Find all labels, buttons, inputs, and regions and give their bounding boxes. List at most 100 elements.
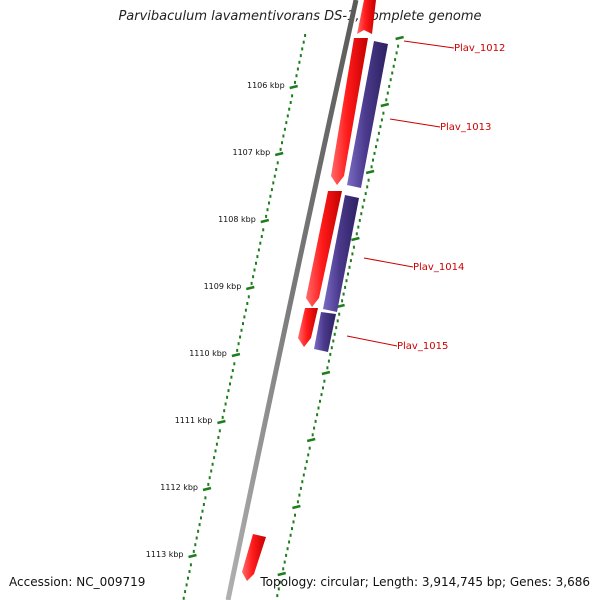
ruler-major-tick	[188, 553, 197, 559]
gene-feature-plav-1014[interactable]	[306, 191, 342, 307]
gene-label-plav-1014[interactable]: Plav_1014	[413, 262, 464, 273]
outer-dot	[397, 44, 400, 48]
outer-dot	[294, 513, 296, 517]
callout-line-plav-1013	[389, 118, 441, 128]
ruler-dot	[195, 536, 198, 540]
ruler-dot	[200, 516, 202, 520]
outer-dot	[377, 131, 380, 135]
ruler-tick-label: 1111 kbp	[175, 416, 213, 425]
ruler-dot	[226, 395, 229, 399]
outer-dot	[370, 165, 373, 169]
ruler-tick-label: 1106 kbp	[247, 81, 285, 90]
ruler-dot	[213, 456, 216, 460]
ruler-dot	[255, 261, 257, 265]
outer-dot	[330, 346, 333, 350]
gene-feature-plav-1014-reverse[interactable]	[323, 195, 359, 312]
outer-dot	[388, 84, 391, 88]
genome-backbone	[225, 0, 359, 600]
outer-dot	[360, 212, 363, 216]
outer-dot	[282, 567, 285, 571]
ruler-dot	[265, 214, 268, 218]
outer-dot	[296, 500, 299, 504]
ruler-dot	[295, 74, 298, 78]
ruler-dot	[187, 576, 189, 580]
outer-dot	[380, 118, 383, 122]
outer-dot	[320, 393, 323, 397]
ruler-dot	[218, 429, 221, 433]
ruler-dot	[233, 362, 236, 366]
ruler-dot	[217, 436, 220, 439]
outer-dot	[375, 145, 377, 149]
outer-dot	[333, 332, 336, 336]
ruler-dot	[262, 228, 265, 232]
outer-dot	[277, 587, 280, 591]
gene-feature-plav-1013-reverse[interactable]	[347, 41, 388, 188]
outer-dot	[342, 292, 345, 296]
ruler-major-tick	[245, 285, 255, 291]
gene-callouts: Plav_1012 Plav_1013 Plav_1014 Plav_1015	[346, 40, 505, 352]
ruler-dot	[301, 47, 304, 51]
outer-dot	[314, 419, 317, 423]
gene-label-plav-1015[interactable]: Plav_1015	[397, 341, 448, 352]
gene-label-plav-1012[interactable]: Plav_1012	[454, 43, 505, 54]
ruler-dot	[282, 134, 285, 138]
ruler-dot	[210, 469, 213, 473]
ruler-dot	[299, 54, 302, 58]
ruler-dot	[296, 67, 299, 71]
ruler-major-tick	[274, 151, 284, 157]
outer-dot	[373, 151, 376, 155]
ruler-dot	[298, 60, 301, 64]
outer-dot	[366, 185, 369, 189]
outer-dot	[319, 399, 321, 403]
ruler-tick-labels: 1106 kbp 1107 kbp 1108 kbp 1109 kbp 1110 kbp…	[146, 81, 285, 559]
gene-feature-lower[interactable]	[242, 534, 266, 581]
outer-dot	[382, 111, 385, 115]
ruler-major-tick	[217, 419, 226, 425]
outer-dot	[355, 232, 358, 236]
ruler-dot	[281, 141, 283, 145]
ruler-dot	[252, 275, 255, 279]
ruler-dot	[223, 409, 226, 413]
outer-dot	[308, 446, 311, 450]
outer-dot	[345, 279, 348, 283]
ruler-dot	[229, 382, 231, 386]
ruler-dot	[202, 503, 205, 506]
outer-dot	[292, 520, 295, 524]
ruler-dot	[227, 389, 230, 393]
ruler-dot	[236, 348, 239, 352]
ruler-dot	[273, 174, 276, 178]
gene-feature-plav-1015[interactable]	[298, 308, 318, 347]
outer-dot	[379, 125, 382, 129]
ruler-dot	[288, 107, 291, 111]
outer-dot	[316, 413, 319, 417]
ruler-major-tick	[260, 218, 270, 224]
outer-dot	[317, 406, 320, 410]
ruler-tick-label: 1109 kbp	[204, 282, 242, 291]
gene-label-plav-1013[interactable]: Plav_1013	[440, 122, 491, 133]
ruler-dot	[269, 194, 272, 198]
gene-feature-plav-1015-reverse[interactable]	[314, 312, 336, 352]
gene-feature-plav-1012[interactable]	[357, 0, 376, 34]
outer-dot	[363, 198, 366, 202]
outer-dot	[338, 312, 341, 316]
outer-dot	[336, 319, 339, 323]
outer-dot	[279, 580, 282, 584]
gene-feature-plav-1013[interactable]	[331, 38, 368, 185]
ruler-dot	[221, 415, 224, 419]
outer-dot	[349, 259, 352, 263]
outer-dot	[286, 547, 289, 551]
outer-dot	[332, 339, 335, 343]
ruler-dot	[198, 523, 201, 527]
outer-dot	[285, 553, 288, 557]
ruler-dot	[272, 181, 275, 185]
ruler-dot	[188, 570, 191, 573]
outer-dot	[313, 426, 316, 430]
outer-dot	[305, 460, 308, 464]
ruler-dot	[291, 94, 294, 98]
ruler-dot	[256, 255, 259, 259]
ruler-dot	[257, 248, 260, 252]
ruler-dot	[207, 482, 210, 486]
outer-major-tick	[351, 236, 360, 242]
ruler-dot	[276, 161, 279, 165]
